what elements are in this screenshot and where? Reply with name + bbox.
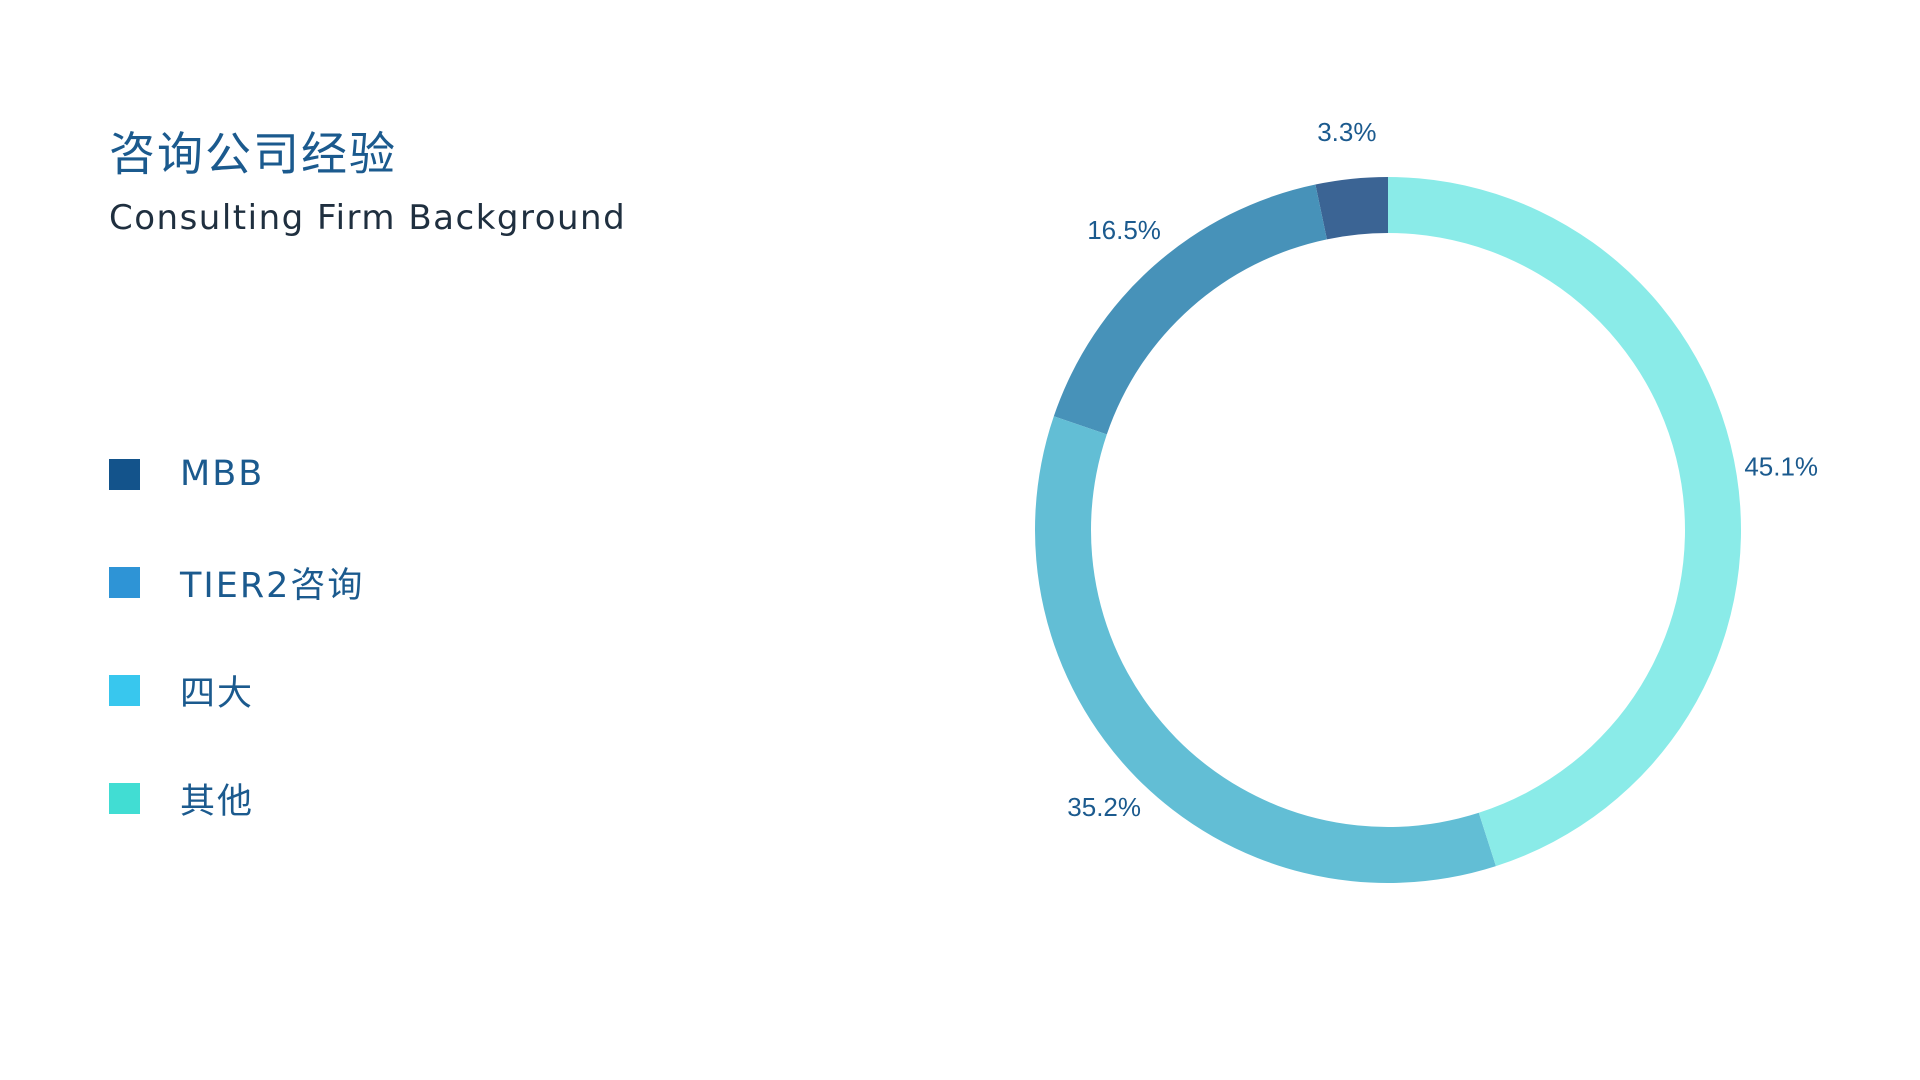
legend-swatch-tier2	[109, 566, 140, 598]
slice-data-label-1: 16.5%	[1087, 215, 1161, 245]
legend-item-big-four: 四大	[109, 636, 364, 744]
slice-data-label-2: 35.2%	[1067, 792, 1141, 822]
legend-label-other: 其他	[180, 781, 255, 822]
slice-data-label-3: 45.1%	[1744, 451, 1818, 481]
legend-swatch-big-four	[109, 674, 140, 706]
legend-item-tier2: TIER2咨询	[109, 528, 364, 636]
legend-item-other: 其他	[109, 744, 364, 852]
donut-slice-3	[1388, 177, 1741, 867]
page-subtitle: Consulting Firm Background	[109, 198, 627, 238]
page-title: 咨询公司经验	[109, 127, 397, 181]
legend-swatch-other	[109, 782, 140, 814]
legend-label-mbb: MBB	[180, 454, 265, 494]
legend-label-big-four: 四大	[180, 673, 255, 714]
chart-legend: MBB TIER2咨询 四大 其他	[109, 420, 364, 852]
legend-item-mbb: MBB	[109, 420, 364, 528]
donut-slice-2	[1035, 416, 1496, 884]
legend-swatch-mbb	[109, 458, 140, 490]
legend-label-tier2: TIER2咨询	[180, 565, 365, 606]
donut-slice-1	[1053, 184, 1327, 435]
slice-data-label-0: 3.3%	[1317, 117, 1376, 147]
donut-slice-0	[1315, 177, 1388, 240]
